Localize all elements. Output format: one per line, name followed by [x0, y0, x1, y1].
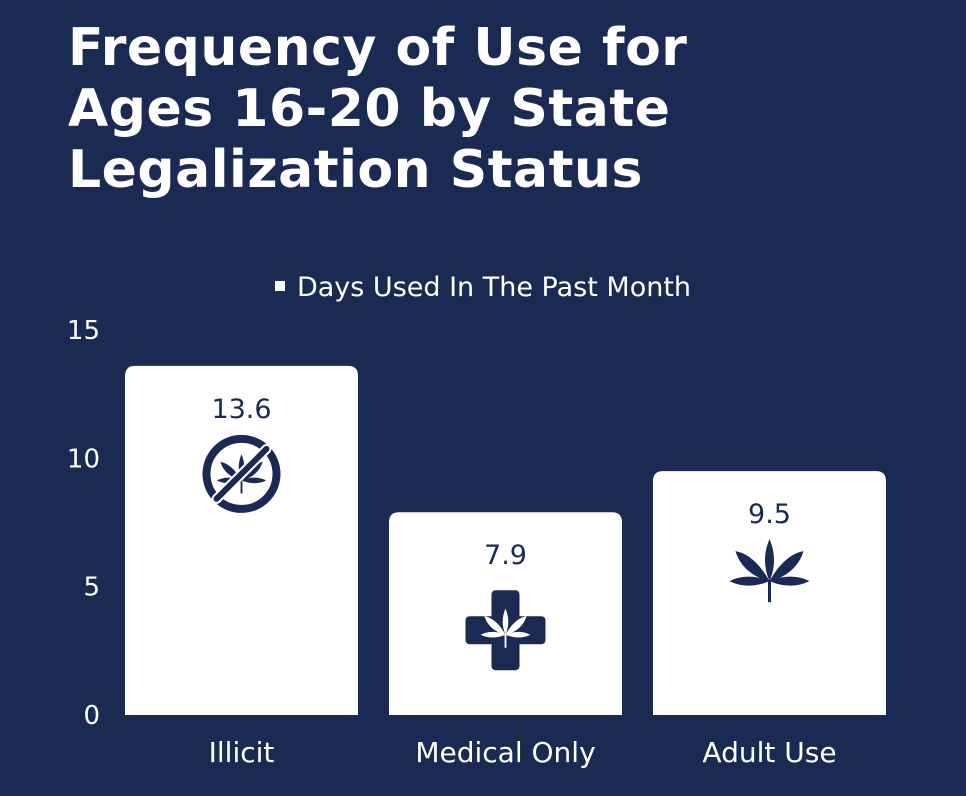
data-label: 13.6 — [211, 394, 271, 425]
category-label: Adult Use — [702, 736, 836, 769]
no-cannabis-icon — [202, 434, 281, 513]
data-label: 9.5 — [748, 499, 791, 530]
bar — [125, 365, 358, 715]
category-label: Illicit — [209, 736, 275, 769]
y-tick-label: 15 — [67, 316, 100, 346]
category-label: Medical Only — [415, 736, 595, 769]
legend-label: Days Used In The Past Month — [296, 272, 692, 303]
y-tick-label: 0 — [83, 701, 100, 731]
legend: Days Used In The Past Month — [0, 272, 966, 303]
legend-swatch — [274, 280, 285, 291]
title-line-3: Legalization Status — [68, 140, 643, 200]
medical-cross-cannabis-icon — [465, 590, 546, 671]
data-label: 7.9 — [484, 540, 527, 571]
title-line-1: Frequency of Use for — [68, 18, 688, 78]
y-tick-label: 10 — [67, 444, 100, 474]
y-tick-label: 5 — [83, 573, 100, 603]
title-line-2: Ages 16-20 by State — [68, 79, 671, 139]
chart-title: Frequency of Use for Ages 16-20 by State… — [68, 18, 928, 201]
